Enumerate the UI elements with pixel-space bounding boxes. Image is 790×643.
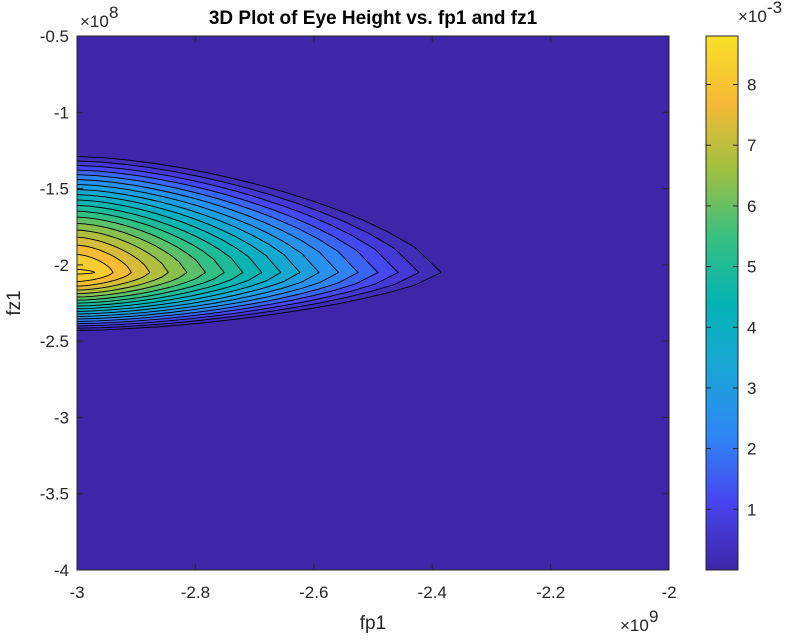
colorbar-tick-label: 1 [747, 500, 756, 519]
x-tick-label: -2.2 [536, 583, 565, 602]
svg-text:×10: ×10 [80, 12, 109, 31]
colorbar-ticks: 1 2 3 4 5 6 7 8 [706, 76, 756, 519]
x-exponent-label: ×10 9 [620, 607, 658, 635]
chart-title: 3D Plot of Eye Height vs. fp1 and fz1 [209, 8, 538, 29]
x-tick-label: -2.8 [181, 583, 210, 602]
x-axis-title: fp1 [360, 613, 386, 634]
colorbar-tick-label: 8 [747, 76, 756, 95]
y-tick-label: -0.5 [40, 27, 69, 46]
colorbar-tick-label: 5 [747, 258, 756, 277]
y-tick-label: -2.5 [40, 332, 69, 351]
plot-frame [76, 35, 670, 571]
y-tick-label: -3 [54, 408, 69, 427]
y-tick-label: -3.5 [40, 485, 69, 504]
y-exponent-label: ×10 8 [80, 3, 118, 31]
colorbar [705, 35, 739, 571]
y-axis-title: fz1 [4, 290, 25, 315]
y-tick-label: -1 [54, 103, 69, 122]
axis-ticks: -3 -2.8 -2.6 -2.4 -2.2 -2 -0.5 -1 -1.5 -2 -2.5 -3 -3… [40, 27, 677, 602]
svg-text:×10: ×10 [738, 7, 767, 26]
svg-text:9: 9 [649, 607, 658, 626]
colorbar-tick-label: 7 [747, 136, 756, 155]
colorbar-tick-label: 2 [747, 440, 756, 459]
x-tick-label: -2 [661, 583, 676, 602]
y-tick-label: -2 [54, 256, 69, 275]
colorbar-exponent-label: ×10 -3 [738, 0, 782, 26]
contour-level-19 [77, 268, 96, 275]
y-tick-label: -4 [54, 561, 69, 580]
colorbar-tick-label: 6 [747, 197, 756, 216]
svg-text:-3: -3 [767, 0, 782, 17]
contour-layer [77, 156, 442, 331]
colorbar-tick-label: 4 [747, 318, 756, 337]
svg-text:×10: ×10 [620, 616, 649, 635]
contour-level-18 [77, 254, 114, 282]
y-tick-label: -1.5 [40, 180, 69, 199]
x-tick-label: -2.4 [418, 583, 447, 602]
x-tick-label: -3 [69, 583, 84, 602]
colorbar-tick-label: 3 [747, 379, 756, 398]
x-tick-label: -2.6 [299, 583, 328, 602]
svg-text:8: 8 [109, 3, 118, 22]
